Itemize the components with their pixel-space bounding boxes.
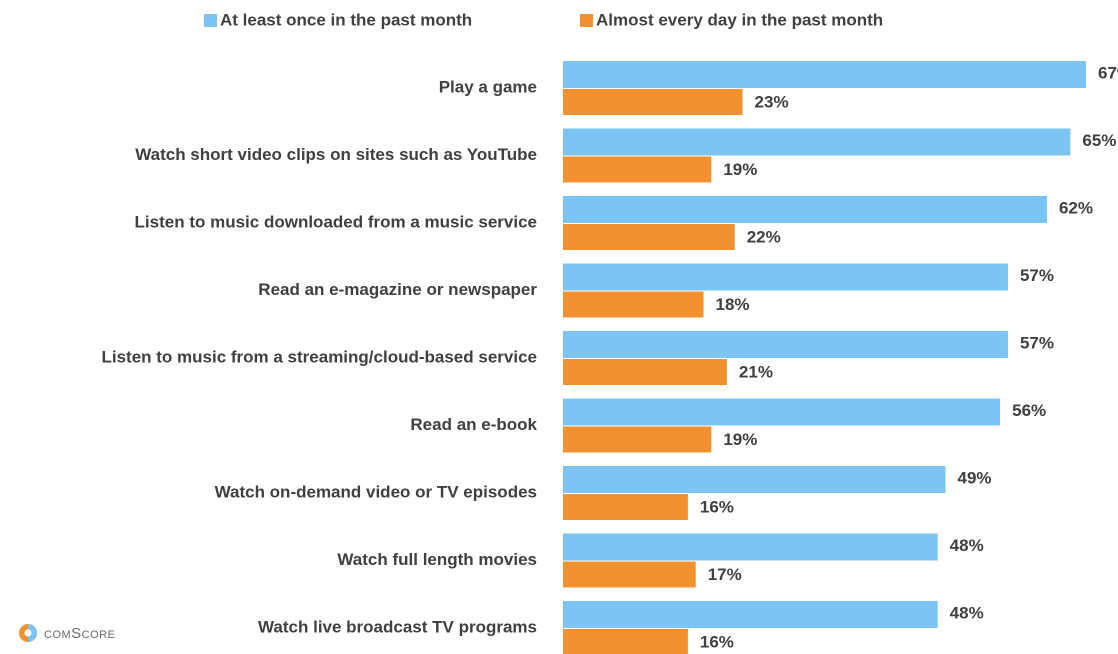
bar	[563, 629, 688, 654]
category-label: Listen to music from a streaming/cloud-b…	[101, 347, 537, 366]
bar	[563, 291, 704, 318]
bar	[563, 601, 938, 628]
logo-icon-half	[28, 624, 37, 642]
value-label: 67%	[1098, 63, 1118, 82]
value-label: 19%	[723, 160, 757, 179]
bar	[563, 494, 688, 520]
category-label: Watch short video clips on sites such as…	[135, 145, 537, 164]
category-label: Listen to music downloaded from a music …	[135, 212, 537, 231]
value-label: 57%	[1020, 266, 1054, 285]
legend-label: At least once in the past month	[220, 10, 472, 29]
value-label: 21%	[739, 362, 773, 381]
logo-text: comScore	[44, 625, 115, 642]
category-label: Watch full length movies	[337, 550, 537, 569]
bar	[563, 331, 1008, 358]
value-label: 19%	[723, 430, 757, 449]
bar	[563, 128, 1071, 156]
legend-swatch	[580, 14, 593, 27]
logo-icon-center	[24, 629, 32, 637]
logo: comScore	[19, 624, 115, 642]
value-label: 65%	[1082, 131, 1116, 150]
category-label: Watch live broadcast TV programs	[258, 617, 537, 636]
bar	[563, 359, 727, 385]
category-label: Read an e-magazine or newspaper	[258, 280, 537, 299]
value-label: 48%	[950, 603, 984, 622]
bar	[563, 89, 743, 115]
value-label: 62%	[1059, 198, 1093, 217]
value-label: 16%	[700, 632, 734, 651]
bar	[563, 466, 946, 493]
bar	[563, 398, 1001, 426]
value-label: 17%	[708, 565, 742, 584]
legend-swatch	[204, 14, 217, 27]
value-label: 48%	[950, 536, 984, 555]
value-label: 22%	[747, 227, 781, 246]
value-label: 56%	[1012, 401, 1046, 420]
bar	[563, 224, 735, 250]
legend-label: Almost every day in the past month	[596, 10, 883, 29]
category-label: Play a game	[439, 77, 537, 96]
bar	[563, 156, 712, 183]
bar	[563, 426, 712, 453]
value-label: 16%	[700, 497, 734, 516]
bar	[563, 561, 696, 588]
bar	[563, 533, 938, 561]
bar	[563, 61, 1086, 88]
value-label: 57%	[1020, 333, 1054, 352]
value-label: 49%	[957, 468, 991, 487]
value-label: 18%	[716, 295, 750, 314]
category-label: Watch on-demand video or TV episodes	[215, 482, 537, 501]
bar	[563, 263, 1008, 291]
category-label: Read an e-book	[410, 415, 537, 434]
value-label: 23%	[755, 92, 789, 111]
bar	[563, 196, 1047, 223]
